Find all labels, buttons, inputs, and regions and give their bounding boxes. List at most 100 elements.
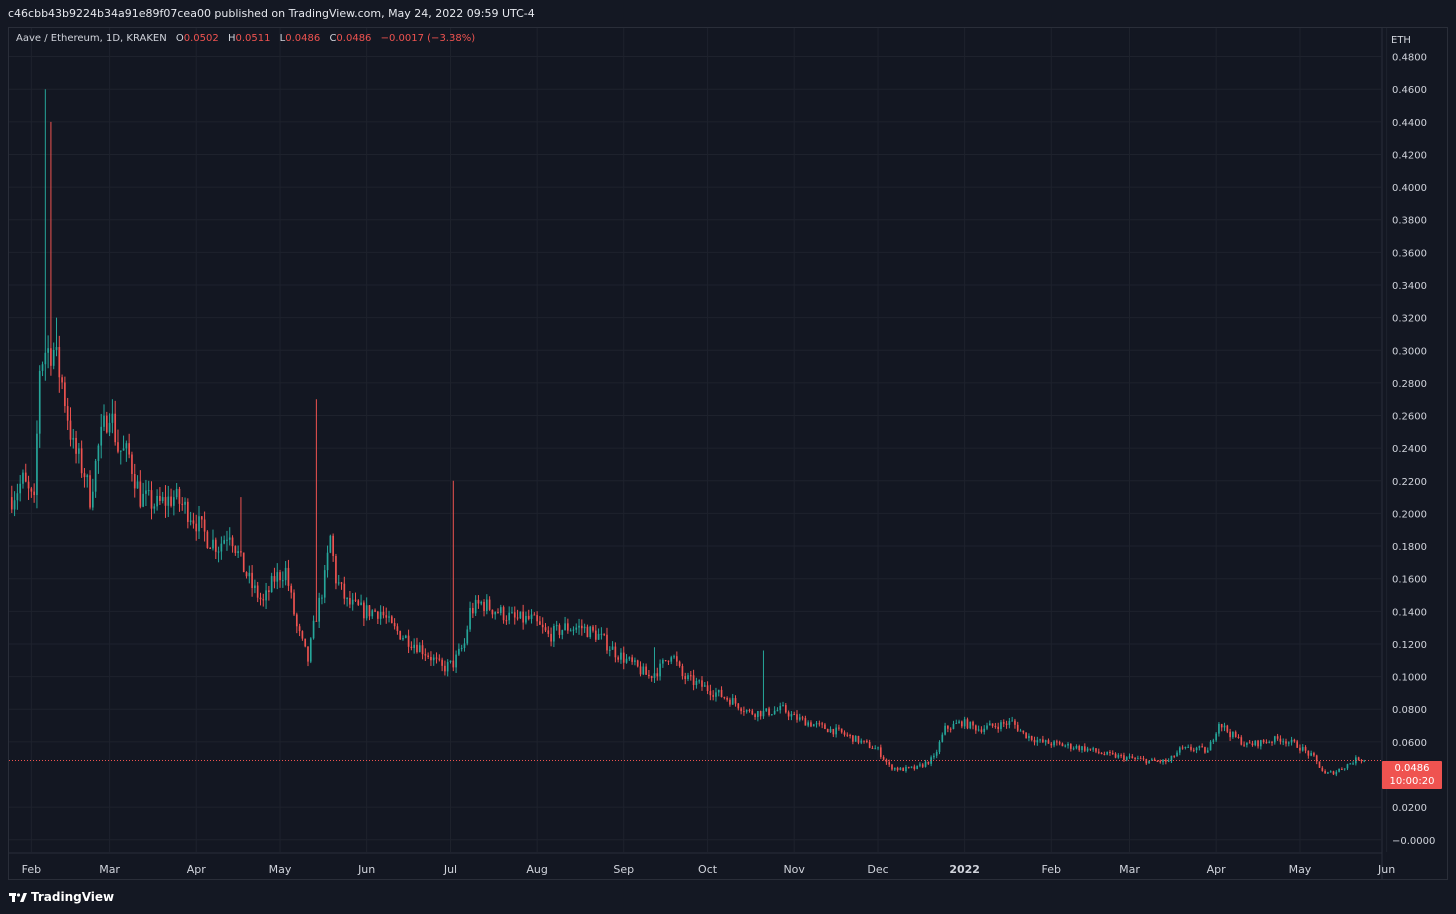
price-chart[interactable]: 0.4800 0.4600 0.4400 0.4200 0.4000 0.3800 0.36… <box>9 28 1447 879</box>
candle-body <box>980 729 983 732</box>
candle-body <box>804 718 807 726</box>
candle-body <box>195 523 198 532</box>
tradingview-logo[interactable]: TradingView <box>9 890 114 904</box>
candle-body <box>715 692 717 697</box>
candle-body <box>108 422 111 433</box>
candle-layer <box>10 89 1366 777</box>
chart-frame[interactable]: 0.4800 0.4600 0.4400 0.4200 0.4000 0.3800 0.36… <box>8 27 1448 880</box>
candle-body <box>522 611 524 623</box>
publish-header: c46cbb43b9224b34a91e89f07cea00 published… <box>0 0 1456 27</box>
candle-body <box>698 680 701 682</box>
candle-body <box>1246 742 1248 745</box>
candle-body <box>961 721 963 727</box>
ohlc-legend: Aave / Ethereum, 1D, KRAKEN O0.0502 H0.0… <box>16 33 475 44</box>
candle-body <box>58 347 61 378</box>
candle-body <box>463 643 466 648</box>
candle-body <box>488 599 491 610</box>
candle-body <box>326 552 329 571</box>
candle-body <box>1053 741 1055 746</box>
candle-body <box>203 519 206 532</box>
candle-body <box>782 705 784 707</box>
candle-body <box>530 614 533 619</box>
candle-body <box>105 415 108 433</box>
candle-body <box>757 711 759 718</box>
candle-body <box>270 576 273 593</box>
candle-body <box>662 660 664 664</box>
x-tick-label: May <box>269 863 292 876</box>
x-tick-label: May <box>1289 863 1312 876</box>
candle-body <box>19 483 22 494</box>
candle-body <box>516 617 519 619</box>
price-axis[interactable]: 0.4800 0.4600 0.4400 0.4200 0.4000 0.3800 0.36… <box>1392 53 1435 847</box>
candle-body <box>572 629 575 631</box>
candle-body <box>1248 742 1251 744</box>
candle-body <box>597 633 600 640</box>
candle-body <box>24 472 27 482</box>
candle-body <box>773 710 776 715</box>
candle-body <box>860 740 863 743</box>
candle-body <box>10 497 13 510</box>
candle-body <box>407 635 410 647</box>
candle-body <box>854 735 857 742</box>
candle-body <box>547 630 550 634</box>
time-axis[interactable]: Feb Mar Apr May Jun Jul Aug Sep Oct Nov Dec 2022 Feb… <box>22 863 1396 876</box>
candle-body <box>790 714 793 717</box>
brand-name: TradingView <box>31 890 115 904</box>
symbol-title[interactable]: Aave / Ethereum, 1D, KRAKEN <box>16 33 167 44</box>
candle-body <box>363 602 365 619</box>
candle-body <box>139 481 142 507</box>
candle-body <box>969 721 972 729</box>
candle-body <box>949 728 952 730</box>
candle-body <box>472 607 474 614</box>
candle-body <box>762 710 765 717</box>
candle-body <box>678 661 681 667</box>
candle-body <box>734 698 737 704</box>
candle-body <box>410 646 413 649</box>
candle-body <box>44 352 47 365</box>
candle-body <box>228 537 231 540</box>
candle-body <box>1234 731 1237 737</box>
candle-body <box>684 676 687 680</box>
candle-body <box>379 611 382 619</box>
candle-body <box>1151 759 1153 761</box>
candle-body <box>198 516 200 532</box>
candle-body <box>810 722 812 727</box>
y-tick-label: 0.3800 <box>1392 216 1427 227</box>
candle-body <box>835 727 837 735</box>
last-price-tag: 0.0486 10:00:20 <box>1382 761 1442 789</box>
candle-body <box>821 723 823 725</box>
candle-body <box>150 490 153 509</box>
y-tick-label: 0.0800 <box>1392 705 1427 716</box>
candle-body <box>156 495 158 507</box>
candle-body <box>474 599 477 614</box>
candle-body <box>1262 740 1265 743</box>
candle-body <box>1167 760 1170 762</box>
candle-body <box>636 660 639 667</box>
candle-body <box>885 759 888 763</box>
candle-body <box>497 612 499 614</box>
candle-body <box>181 503 184 505</box>
y-tick-label: 0.4000 <box>1392 183 1427 194</box>
candle-body <box>184 501 186 505</box>
candle-body <box>639 666 642 675</box>
candle-body <box>1349 763 1352 765</box>
candle-body <box>751 710 754 715</box>
candle-body <box>480 601 483 604</box>
candle-body <box>1307 750 1310 756</box>
candle-body <box>916 765 918 769</box>
candle-body <box>1296 741 1299 748</box>
candle-body <box>977 729 980 731</box>
y-tick-label: 0.1400 <box>1392 607 1427 618</box>
candle-body <box>1273 736 1276 743</box>
candle-body <box>927 761 930 764</box>
candle-body <box>561 630 564 635</box>
candle-body <box>293 592 295 615</box>
candle-body <box>650 676 653 678</box>
candle-body <box>430 656 432 661</box>
candle-body <box>1028 735 1030 739</box>
candle-body <box>580 625 583 629</box>
candle-body <box>22 472 24 484</box>
candle-body <box>343 583 346 599</box>
candle-body <box>1220 723 1223 728</box>
candle-body <box>1159 761 1162 763</box>
